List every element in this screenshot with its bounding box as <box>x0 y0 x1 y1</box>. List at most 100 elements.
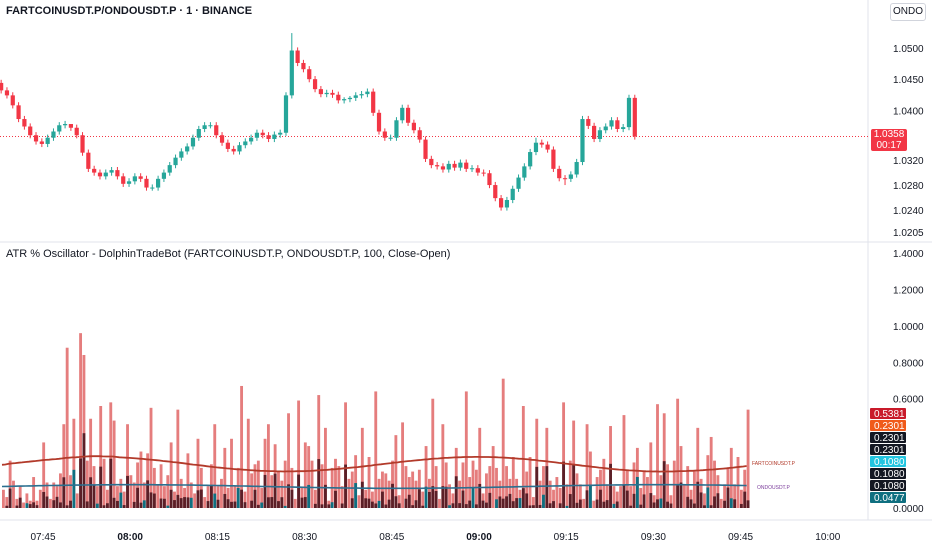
symbol-badge[interactable]: ONDO <box>890 3 926 21</box>
indicator-bar-fartcoin <box>736 457 740 508</box>
indicator-bar-ondo <box>535 466 539 508</box>
candle-body <box>307 69 312 80</box>
candle-body <box>202 125 207 129</box>
indicator-bar-ondo <box>495 499 498 508</box>
indicator-bar-ondo <box>706 487 710 508</box>
time-axis-tick-label: 08:15 <box>205 532 230 543</box>
candle-body <box>440 166 446 170</box>
candle-body <box>522 166 527 178</box>
indicator-bar-ondo <box>729 498 733 508</box>
indicator-bar-fartcoin <box>605 484 609 508</box>
indicator-bar-fartcoin <box>226 487 230 508</box>
time-axis-tick-label: 09:00 <box>466 532 492 543</box>
indicator-bar-fartcoin <box>404 466 408 508</box>
candle-body <box>301 62 306 70</box>
indicator-bar-ondo <box>240 489 244 508</box>
indicator-bar-ondo <box>713 496 716 508</box>
indicator-bar-fartcoin <box>555 477 559 508</box>
indicator-bar-fartcoin <box>542 466 545 508</box>
indicator-bar-ondo <box>481 500 485 508</box>
candle-body <box>551 149 556 169</box>
indicator-bar-ondo <box>79 458 83 508</box>
indicator-value-tag <box>870 468 906 479</box>
indicator-bar-fartcoin <box>149 407 153 508</box>
series-label-fartcoin: FARTCOINUSDT.P <box>752 461 796 467</box>
indicator-bar-fartcoin <box>612 486 616 508</box>
indicator-bar-fartcoin <box>588 451 592 508</box>
time-axis-tick-label: 07:45 <box>30 532 55 543</box>
indicator-bar-fartcoin <box>367 457 371 508</box>
indicator-bar-ondo <box>726 487 730 508</box>
indicator-bar-ondo <box>119 492 123 508</box>
indicator-bar-fartcoin <box>652 495 656 508</box>
indicator-bar-ondo <box>35 505 39 508</box>
indicator-bar-fartcoin <box>622 415 626 508</box>
time-axis-tick-label: 09:15 <box>554 532 579 543</box>
indicator-bar-fartcoin <box>223 447 227 508</box>
candle-body <box>394 120 399 138</box>
indicator-bar-ondo <box>32 502 36 508</box>
indicator-bar-ondo <box>649 493 653 508</box>
indicator-value-label: 0.2301 <box>874 445 905 456</box>
indicator-bar-ondo <box>746 500 750 508</box>
indicator-bar-ondo <box>179 498 183 508</box>
indicator-bar-ondo <box>632 493 636 508</box>
indicator-bar-ondo <box>270 497 274 508</box>
indicator-bar-ondo <box>263 474 267 508</box>
indicator-bar-ondo <box>625 490 629 508</box>
indicator-bar-fartcoin <box>471 460 475 508</box>
candle-body <box>469 168 475 170</box>
indicator-bar-fartcoin <box>686 466 690 508</box>
candle-body <box>126 181 132 184</box>
candle-body <box>249 137 254 142</box>
indicator-bar-fartcoin <box>213 424 217 508</box>
indicator-bar-ondo <box>424 486 428 508</box>
candle-body <box>161 172 167 179</box>
candle-body <box>504 200 510 208</box>
candle-body <box>568 174 573 179</box>
indicator-axis-tick-label: 1.4000 <box>893 249 924 260</box>
candle-body <box>138 176 143 179</box>
indicator-bar-ondo <box>474 504 478 508</box>
indicator-bar-ondo <box>615 501 619 508</box>
indicator-bar-fartcoin <box>122 491 126 508</box>
indicator-bar-fartcoin <box>511 457 515 508</box>
indicator-bar-fartcoin <box>35 500 39 508</box>
indicator-bar-fartcoin <box>743 469 747 508</box>
indicator-bar-ondo <box>122 505 126 508</box>
indicator-bar-ondo <box>635 476 639 508</box>
indicator-bar-ondo <box>273 473 277 508</box>
indicator-bar-ondo <box>99 466 103 508</box>
indicator-bar-fartcoin <box>548 480 552 508</box>
indicator-bar-ondo <box>703 505 706 508</box>
indicator-bar-fartcoin <box>357 495 361 508</box>
indicator-bar-fartcoin <box>629 486 633 508</box>
indicator-bar-fartcoin <box>283 460 287 508</box>
indicator-value-label: 0.1080 <box>874 457 905 468</box>
candle-body <box>237 145 242 152</box>
indicator-bar-ondo <box>391 483 394 508</box>
indicator-bar-fartcoin <box>565 484 569 508</box>
candle-body <box>243 141 248 146</box>
indicator-bar-ondo <box>565 505 569 508</box>
indicator-bar-ondo <box>505 496 508 508</box>
candle-body <box>22 119 27 127</box>
indicator-bar-fartcoin <box>676 398 680 508</box>
indicator-bar-ondo <box>250 500 254 508</box>
indicator-bar-fartcoin <box>186 453 190 508</box>
indicator-bar-fartcoin <box>696 427 700 508</box>
indicator-bar-fartcoin <box>266 424 270 508</box>
candle-body <box>435 165 440 167</box>
candle-body <box>150 187 155 189</box>
indicator-bar-ondo <box>488 492 492 508</box>
indicator-bar-ondo <box>686 496 690 508</box>
indicator-bar-ondo <box>189 497 193 508</box>
indicator-bar-ondo <box>612 503 616 508</box>
indicator-bar-ondo <box>599 489 602 508</box>
indicator-bar-ondo <box>381 491 384 508</box>
indicator-bar-ondo <box>344 464 347 508</box>
indicator-bar-fartcoin <box>394 435 398 508</box>
indicator-bar-ondo <box>334 490 337 508</box>
indicator-bar-fartcoin <box>307 446 311 508</box>
